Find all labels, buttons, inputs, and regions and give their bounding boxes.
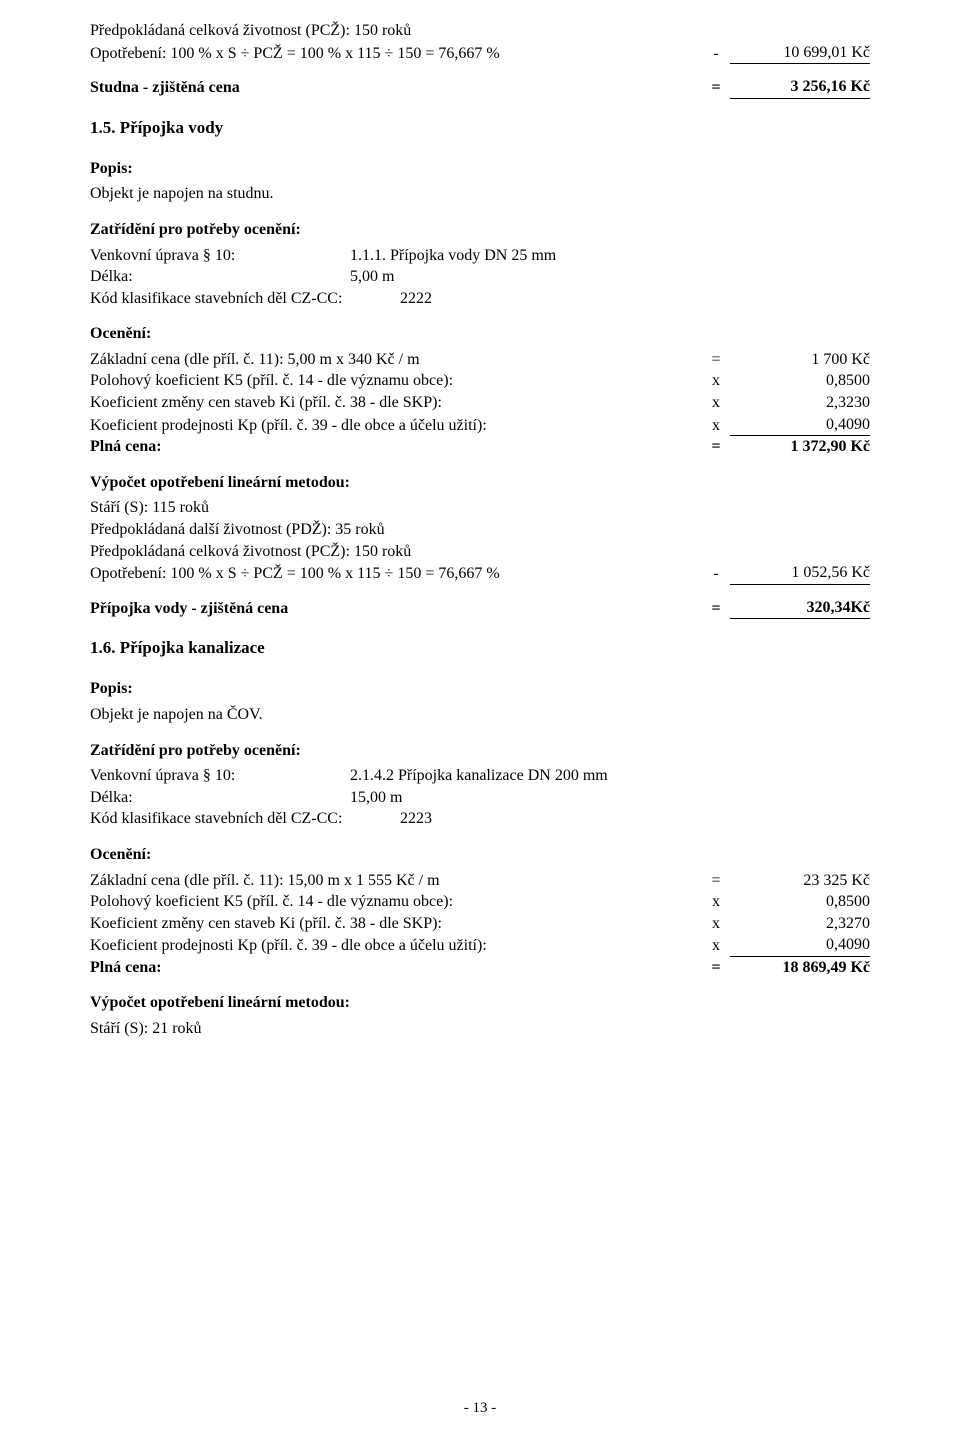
zatrideni-heading-16: Zatřídění pro potřeby ocenění:: [90, 740, 870, 762]
kv-val: 5,00 m: [350, 266, 870, 288]
kv-row: Venkovní úprava § 10: 1.1.1. Přípojka vo…: [90, 245, 870, 267]
result-row-15: Přípojka vody - zjištěná cena = 320,34Kč: [90, 597, 870, 620]
calc-val: 23 325 Kč: [730, 870, 870, 892]
heading-16: 1.6. Přípojka kanalizace: [90, 637, 870, 660]
kv-key: Délka:: [90, 787, 350, 809]
plna-val: 1 372,90 Kč: [730, 436, 870, 458]
calc-eq: x: [702, 370, 730, 392]
calc-val: 0,4090: [730, 934, 870, 957]
kv-val: 2.1.4.2 Přípojka kanalizace DN 200 mm: [350, 765, 870, 787]
wear-value: 10 699,01 Kč: [730, 42, 870, 65]
calc-row: Koeficient prodejnosti Kp (příl. č. 39 -…: [90, 414, 870, 437]
calc-eq: x: [702, 913, 730, 935]
popis-heading-16: Popis:: [90, 678, 870, 700]
plna-eq: =: [702, 436, 730, 458]
result-label: Přípojka vody - zjištěná cena: [90, 598, 702, 620]
oceneni-heading-16: Ocenění:: [90, 844, 870, 866]
calc-label: Polohový koeficient K5 (příl. č. 14 - dl…: [90, 891, 702, 913]
calc-val: 1 700 Kč: [730, 349, 870, 371]
calc-label: Základní cena (dle příl. č. 11): 15,00 m…: [90, 870, 702, 892]
calc-eq: =: [702, 349, 730, 371]
calc-row: Koeficient prodejnosti Kp (příl. č. 39 -…: [90, 934, 870, 957]
kv-key: Kód klasifikace stavebních děl CZ-CC:: [90, 808, 400, 830]
oceneni-heading-15: Ocenění:: [90, 323, 870, 345]
kv-val: 2222: [400, 288, 870, 310]
wear-value: 1 052,56 Kč: [730, 562, 870, 585]
plna-label: Plná cena:: [90, 436, 702, 458]
popis-heading-15: Popis:: [90, 158, 870, 180]
wear-eq: -: [702, 43, 730, 65]
calc-val: 2,3230: [730, 392, 870, 414]
calc-val: 0,4090: [730, 414, 870, 437]
calc-eq: x: [702, 891, 730, 913]
kv-key: Venkovní úprava § 10:: [90, 245, 350, 267]
calc-label: Koeficient prodejnosti Kp (příl. č. 39 -…: [90, 935, 702, 957]
wear-eq: -: [702, 563, 730, 585]
calc-eq: x: [702, 935, 730, 957]
calc-eq: x: [702, 392, 730, 414]
plna-eq: =: [702, 957, 730, 979]
calc-label: Koeficient změny cen staveb Ki (příl. č.…: [90, 913, 702, 935]
wear-heading-16: Výpočet opotřebení lineární metodou:: [90, 992, 870, 1014]
kv-row: Délka: 5,00 m: [90, 266, 870, 288]
calc-label: Koeficient změny cen staveb Ki (příl. č.…: [90, 392, 702, 414]
calc-row: Základní cena (dle příl. č. 11): 15,00 m…: [90, 870, 870, 892]
kv-val: 2223: [400, 808, 870, 830]
zatrideni-heading-15: Zatřídění pro potřeby ocenění:: [90, 219, 870, 241]
result-value: 320,34Kč: [730, 597, 870, 620]
wear-label: Opotřebení: 100 % x S ÷ PCŽ = 100 % x 11…: [90, 43, 702, 65]
plna-cena-row-15: Plná cena: = 1 372,90 Kč: [90, 436, 870, 458]
calc-val: 2,3270: [730, 913, 870, 935]
popis-text-16: Objekt je napojen na ČOV.: [90, 704, 870, 726]
calc-row: Koeficient změny cen staveb Ki (příl. č.…: [90, 392, 870, 414]
plna-label: Plná cena:: [90, 957, 702, 979]
calc-label: Koeficient prodejnosti Kp (příl. č. 39 -…: [90, 415, 702, 437]
calc-row: Polohový koeficient K5 (příl. č. 14 - dl…: [90, 891, 870, 913]
wear-line: Stáří (S): 115 roků: [90, 497, 870, 519]
kv-row: Venkovní úprava § 10: 2.1.4.2 Přípojka k…: [90, 765, 870, 787]
result-value: 3 256,16 Kč: [730, 76, 870, 99]
document-page: Předpokládaná celková životnost (PCŽ): 1…: [0, 0, 960, 1432]
wear-line-16: Stáří (S): 21 roků: [90, 1018, 870, 1040]
calc-row: Základní cena (dle příl. č. 11): 5,00 m …: [90, 349, 870, 371]
page-number: - 13 -: [0, 1398, 960, 1418]
kv-row: Kód klasifikace stavebních děl CZ-CC: 22…: [90, 808, 870, 830]
wear-row-14: Opotřebení: 100 % x S ÷ PCŽ = 100 % x 11…: [90, 42, 870, 65]
plna-val: 18 869,49 Kč: [730, 957, 870, 979]
calc-val: 0,8500: [730, 370, 870, 392]
wear-heading-15: Výpočet opotřebení lineární metodou:: [90, 472, 870, 494]
kv-key: Délka:: [90, 266, 350, 288]
kv-row: Kód klasifikace stavebních děl CZ-CC: 22…: [90, 288, 870, 310]
result-row-14: Studna - zjištěná cena = 3 256,16 Kč: [90, 76, 870, 99]
result-eq: =: [702, 77, 730, 99]
wear-label: Opotřebení: 100 % x S ÷ PCŽ = 100 % x 11…: [90, 563, 702, 585]
calc-label: Základní cena (dle příl. č. 11): 5,00 m …: [90, 349, 702, 371]
wear-line: Předpokládaná další životnost (PDŽ): 35 …: [90, 519, 870, 541]
line-lifetime: Předpokládaná celková životnost (PCŽ): 1…: [90, 20, 870, 42]
kv-row: Délka: 15,00 m: [90, 787, 870, 809]
calc-row: Polohový koeficient K5 (příl. č. 14 - dl…: [90, 370, 870, 392]
kv-val: 15,00 m: [350, 787, 870, 809]
calc-val: 0,8500: [730, 891, 870, 913]
calc-label: Polohový koeficient K5 (příl. č. 14 - dl…: [90, 370, 702, 392]
calc-eq: x: [702, 415, 730, 437]
kv-key: Kód klasifikace stavebních děl CZ-CC:: [90, 288, 400, 310]
kv-key: Venkovní úprava § 10:: [90, 765, 350, 787]
plna-cena-row-16: Plná cena: = 18 869,49 Kč: [90, 957, 870, 979]
wear-line: Předpokládaná celková životnost (PCŽ): 1…: [90, 541, 870, 563]
calc-eq: =: [702, 870, 730, 892]
popis-text-15: Objekt je napojen na studnu.: [90, 183, 870, 205]
result-eq: =: [702, 598, 730, 620]
kv-val: 1.1.1. Přípojka vody DN 25 mm: [350, 245, 870, 267]
wear-row-15: Opotřebení: 100 % x S ÷ PCŽ = 100 % x 11…: [90, 562, 870, 585]
calc-row: Koeficient změny cen staveb Ki (příl. č.…: [90, 913, 870, 935]
heading-15: 1.5. Přípojka vody: [90, 117, 870, 140]
result-label: Studna - zjištěná cena: [90, 77, 702, 99]
